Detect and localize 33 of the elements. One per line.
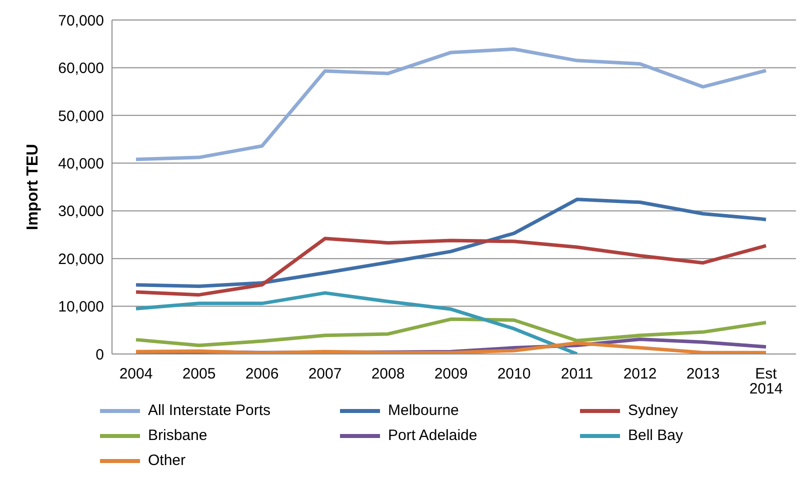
legend-label: Other bbox=[148, 452, 186, 469]
x-tick-label: 2006 bbox=[245, 366, 279, 383]
x-tick-label: 2010 bbox=[497, 366, 531, 383]
line-series bbox=[134, 317, 768, 348]
y-tick-label: 40,000 bbox=[58, 155, 104, 172]
line-series bbox=[134, 198, 768, 288]
x-tick-label: 2009 bbox=[434, 366, 468, 383]
legend-label: Sydney bbox=[628, 402, 678, 419]
x-tick-label: Est 2014 bbox=[749, 366, 783, 398]
legend-label: Melbourne bbox=[388, 402, 459, 419]
x-tick-label: 2011 bbox=[560, 366, 594, 383]
y-tick-label: 60,000 bbox=[58, 60, 104, 78]
y-tick-label: 30,000 bbox=[58, 203, 104, 220]
legend-label: Brisbane bbox=[148, 427, 208, 444]
x-tick-label: 2008 bbox=[371, 366, 405, 383]
legend-label: Port Adelaide bbox=[388, 427, 478, 444]
x-tick-label: 2007 bbox=[308, 366, 342, 383]
y-tick-label: 0 bbox=[96, 346, 104, 364]
y-tick-label: 20,000 bbox=[58, 250, 104, 268]
legend-label: Bell Bay bbox=[628, 427, 684, 444]
y-tick-label: 50,000 bbox=[58, 108, 104, 125]
x-tick-label: 2012 bbox=[623, 366, 657, 383]
y-tick-label: 10,000 bbox=[58, 298, 104, 316]
line-series bbox=[134, 47, 768, 162]
y-tick-label: 70,000 bbox=[58, 12, 104, 30]
x-tick-label: 2013 bbox=[686, 366, 720, 383]
x-tick-label: 2004 bbox=[119, 366, 153, 383]
line-series bbox=[134, 236, 768, 297]
legend-label: All Interstate Ports bbox=[148, 402, 271, 419]
y-axis-title: Import TEU bbox=[24, 144, 42, 230]
line-series bbox=[134, 341, 768, 354]
x-tick-label: 2005 bbox=[182, 366, 216, 383]
line-series bbox=[134, 291, 579, 354]
